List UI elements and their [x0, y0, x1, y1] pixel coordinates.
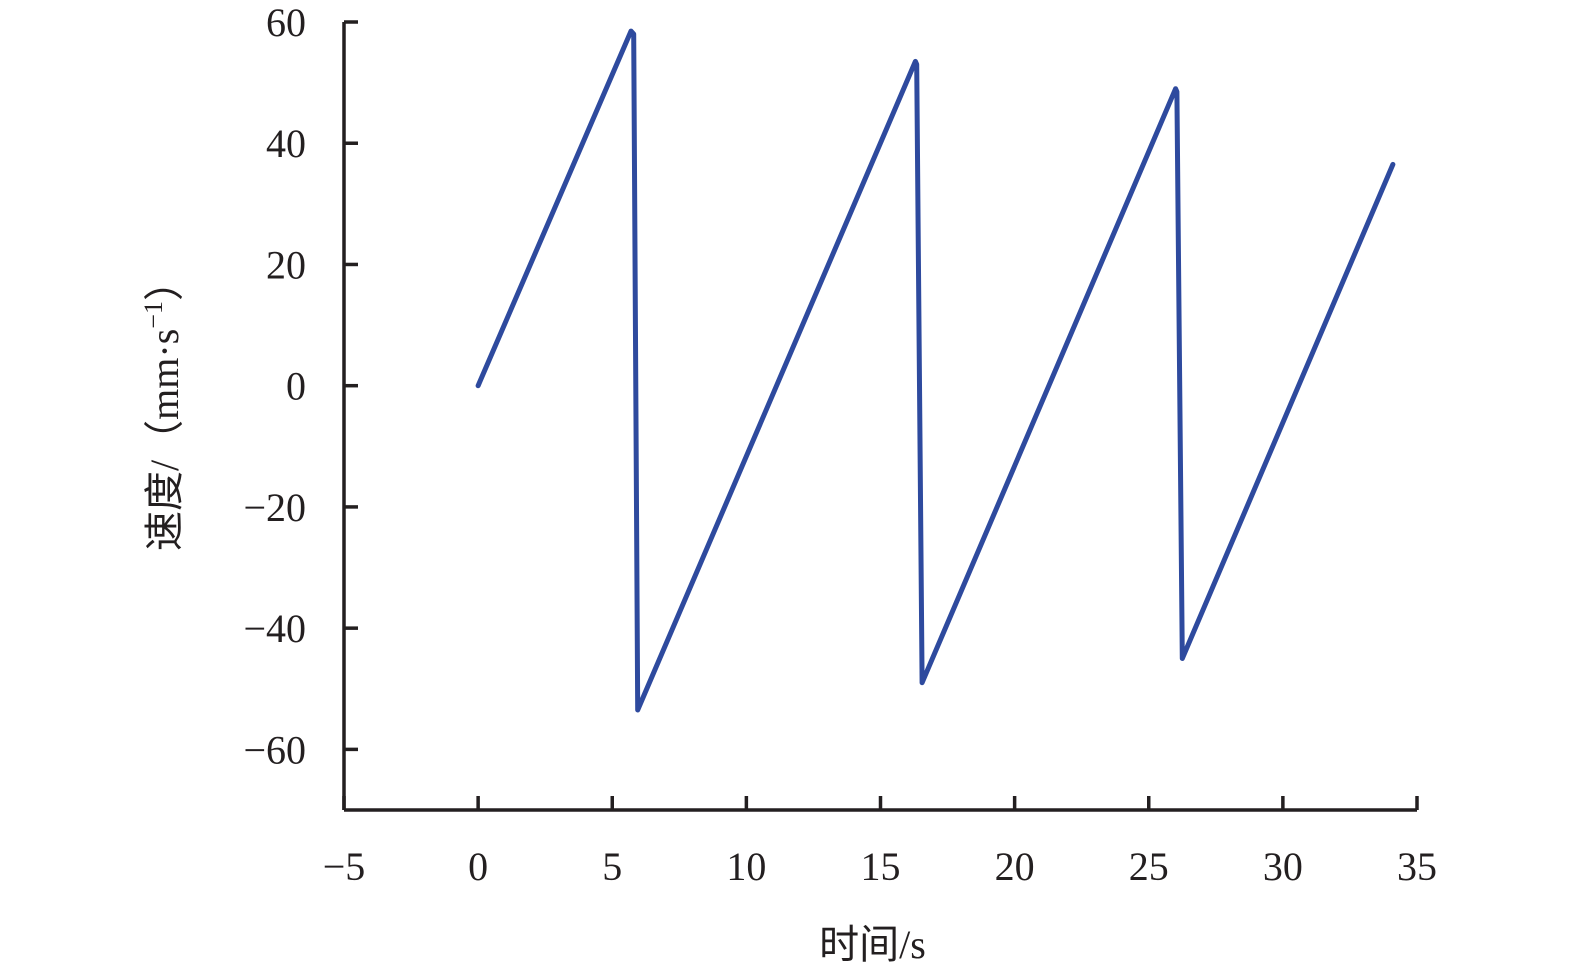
x-tick-label: 35	[1397, 844, 1437, 889]
y-tick-label: 20	[266, 242, 306, 287]
y-tick-label: 60	[266, 0, 306, 45]
series	[475, 28, 1396, 713]
x-tick-label: 10	[726, 844, 766, 889]
x-tick-label: 15	[861, 844, 901, 889]
x-tick-label: 0	[468, 844, 488, 889]
y-axis-title: 速度/（mm·s−1）	[139, 261, 187, 551]
x-tick-label: 30	[1263, 844, 1303, 889]
x-tick-label: 25	[1129, 844, 1169, 889]
y-tick-label: −60	[243, 727, 306, 772]
y-axis-title-superscript: −1	[139, 301, 168, 329]
ticks: −5 0 5 10 15 20 25 30 35 60 40 20 0 −20 −40 −60	[243, 0, 1437, 889]
y-axis-title-close: ）	[142, 261, 187, 301]
series-line	[475, 28, 1396, 713]
x-tick-label: −5	[323, 844, 366, 889]
y-tick-label: −20	[243, 485, 306, 530]
y-tick-label: 0	[286, 364, 306, 409]
y-tick-label: 40	[266, 121, 306, 166]
x-tick-label: 20	[995, 844, 1035, 889]
x-axis-title: 时间/s	[819, 922, 926, 967]
y-axis-title-main: 速度/（mm·s	[142, 329, 187, 551]
y-tick-label: −40	[243, 606, 306, 651]
x-tick-label: 5	[602, 844, 622, 889]
